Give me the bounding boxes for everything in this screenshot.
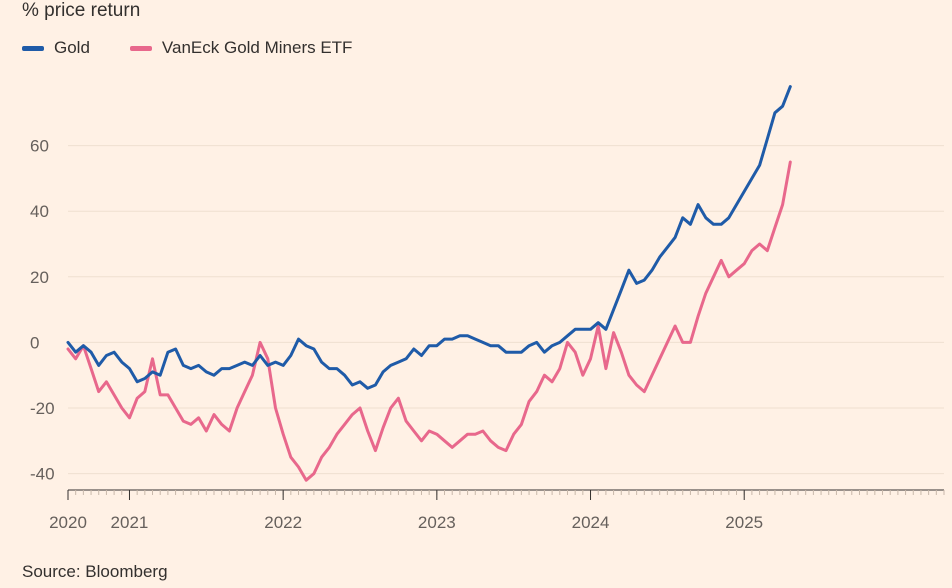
series-line-miners — [66, 160, 792, 482]
y-tick-label: 0 — [30, 333, 39, 352]
x-tick-label-2023: 2023 — [418, 513, 456, 532]
y-tick-label: -20 — [30, 399, 55, 418]
x-axis: 2020 2021 2022 2023 2024 2025 — [49, 489, 945, 532]
x-tick-label-2024: 2024 — [572, 513, 610, 532]
y-tick-label: -40 — [30, 465, 55, 484]
legend-swatch-miners — [129, 45, 152, 51]
series-line-gold — [66, 85, 792, 390]
legend-item-miners: VanEck Gold Miners ETF — [129, 38, 353, 58]
legend: Gold VanEck Gold Miners ETF — [22, 38, 392, 58]
x-tick-label-2025: 2025 — [725, 513, 763, 532]
y-axis: -40 -20 0 20 40 60 — [30, 137, 55, 484]
legend-swatch-gold — [22, 45, 44, 51]
y-tick-label: 20 — [30, 268, 49, 287]
chart-source: Source: Bloomberg — [22, 562, 168, 581]
legend-item-gold: Gold — [22, 38, 90, 58]
y-tick-label: 40 — [30, 202, 49, 221]
x-tick-label-2020: 2020 — [49, 513, 87, 532]
chart-subtitle: % price return — [22, 0, 141, 21]
gridlines — [68, 145, 944, 475]
legend-label-gold: Gold — [54, 38, 90, 57]
x-tick-label-2021: 2021 — [111, 513, 149, 532]
y-tick-label: 60 — [30, 137, 49, 156]
x-tick-label-2022: 2022 — [264, 513, 302, 532]
legend-label-miners: VanEck Gold Miners ETF — [161, 38, 353, 57]
series-lines — [66, 85, 792, 482]
